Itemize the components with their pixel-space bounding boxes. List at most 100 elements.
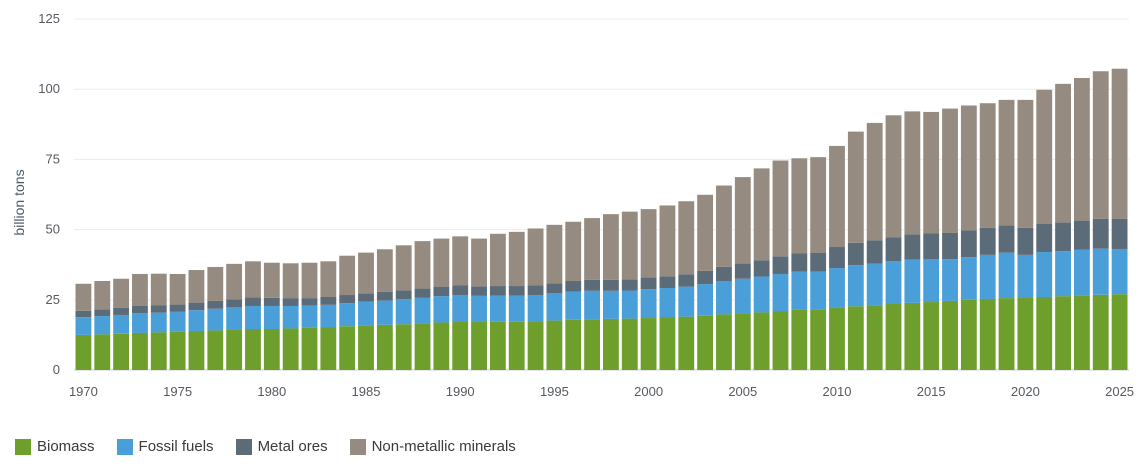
bar-segment-fossil-fuels-1988[interactable] bbox=[414, 297, 431, 324]
bar-segment-non-metallic-minerals-1999[interactable] bbox=[621, 211, 638, 280]
bar-segment-fossil-fuels-2010[interactable] bbox=[829, 268, 845, 308]
bar-segment-non-metallic-minerals-2022[interactable] bbox=[1055, 83, 1071, 223]
bar-segment-biomass-2014[interactable] bbox=[904, 302, 921, 370]
bar-segment-biomass-1990[interactable] bbox=[452, 321, 469, 370]
bar-segment-non-metallic-minerals-2009[interactable] bbox=[810, 157, 827, 253]
bar-segment-biomass-1992[interactable] bbox=[489, 321, 506, 370]
bar-segment-metal-ores-2007[interactable] bbox=[772, 256, 789, 274]
bar-segment-biomass-1976[interactable] bbox=[188, 330, 205, 370]
bar-segment-metal-ores-2008[interactable] bbox=[791, 253, 808, 272]
bar-segment-fossil-fuels-1972[interactable] bbox=[113, 314, 130, 334]
bar-segment-non-metallic-minerals-1975[interactable] bbox=[169, 273, 186, 305]
bar-segment-fossil-fuels-1995[interactable] bbox=[546, 293, 563, 321]
bar-segment-fossil-fuels-2008[interactable] bbox=[791, 271, 808, 310]
legend-item-non-metallic-minerals[interactable]: Non-metallic minerals bbox=[349, 438, 516, 455]
bar-segment-metal-ores-2013[interactable] bbox=[885, 237, 902, 262]
bar-segment-metal-ores-2001[interactable] bbox=[659, 276, 676, 288]
bar-segment-non-metallic-minerals-1978[interactable] bbox=[226, 263, 243, 300]
bar-segment-non-metallic-minerals-1979[interactable] bbox=[245, 261, 261, 298]
bar-segment-fossil-fuels-2022[interactable] bbox=[1055, 251, 1071, 297]
bar-segment-non-metallic-minerals-1977[interactable] bbox=[207, 266, 224, 301]
bar-segment-metal-ores-2015[interactable] bbox=[923, 233, 940, 260]
bar-segment-fossil-fuels-1975[interactable] bbox=[169, 311, 186, 332]
bar-segment-fossil-fuels-1985[interactable] bbox=[358, 301, 374, 326]
bar-segment-biomass-1971[interactable] bbox=[94, 334, 111, 370]
bar-segment-fossil-fuels-2013[interactable] bbox=[885, 261, 902, 305]
bar-segment-fossil-fuels-2011[interactable] bbox=[847, 265, 864, 307]
bar-segment-biomass-1983[interactable] bbox=[320, 327, 337, 370]
bar-segment-metal-ores-1995[interactable] bbox=[546, 283, 563, 294]
bar-segment-metal-ores-1980[interactable] bbox=[263, 297, 280, 306]
bar-segment-fossil-fuels-2001[interactable] bbox=[659, 288, 676, 318]
bar-segment-fossil-fuels-1994[interactable] bbox=[527, 295, 544, 322]
bar-segment-fossil-fuels-2012[interactable] bbox=[866, 263, 883, 306]
bar-segment-fossil-fuels-1971[interactable] bbox=[94, 316, 111, 335]
bar-segment-non-metallic-minerals-1998[interactable] bbox=[603, 214, 619, 280]
bar-segment-non-metallic-minerals-1971[interactable] bbox=[94, 280, 111, 310]
bar-segment-non-metallic-minerals-1985[interactable] bbox=[358, 252, 374, 294]
bar-segment-biomass-1977[interactable] bbox=[207, 330, 224, 370]
bar-segment-non-metallic-minerals-2018[interactable] bbox=[979, 103, 996, 228]
bar-segment-biomass-2008[interactable] bbox=[791, 309, 808, 370]
bar-segment-non-metallic-minerals-1987[interactable] bbox=[395, 245, 412, 291]
bar-segment-metal-ores-1998[interactable] bbox=[603, 279, 619, 291]
bar-segment-fossil-fuels-1987[interactable] bbox=[395, 299, 412, 325]
bar-segment-metal-ores-1996[interactable] bbox=[565, 280, 582, 292]
bar-segment-non-metallic-minerals-1986[interactable] bbox=[376, 249, 393, 292]
bar-segment-non-metallic-minerals-2007[interactable] bbox=[772, 160, 789, 257]
bar-segment-biomass-2022[interactable] bbox=[1055, 296, 1071, 370]
bar-segment-fossil-fuels-2023[interactable] bbox=[1073, 249, 1090, 296]
bar-segment-fossil-fuels-1997[interactable] bbox=[584, 290, 600, 320]
bar-segment-non-metallic-minerals-2004[interactable] bbox=[716, 185, 732, 267]
bar-segment-metal-ores-2010[interactable] bbox=[829, 247, 845, 269]
legend-item-fossil-fuels[interactable]: Fossil fuels bbox=[116, 438, 214, 455]
bar-segment-fossil-fuels-1990[interactable] bbox=[452, 295, 469, 322]
bar-segment-fossil-fuels-2020[interactable] bbox=[1017, 254, 1034, 298]
bar-segment-fossil-fuels-2024[interactable] bbox=[1092, 248, 1109, 295]
bar-segment-biomass-2000[interactable] bbox=[640, 318, 657, 370]
bar-segment-fossil-fuels-1981[interactable] bbox=[282, 305, 299, 329]
bar-segment-biomass-2021[interactable] bbox=[1036, 296, 1053, 370]
bar-segment-non-metallic-minerals-2015[interactable] bbox=[923, 111, 940, 234]
bar-segment-biomass-2016[interactable] bbox=[942, 300, 958, 370]
bar-segment-biomass-1987[interactable] bbox=[395, 324, 412, 370]
bar-segment-non-metallic-minerals-2023[interactable] bbox=[1073, 77, 1090, 221]
bar-segment-metal-ores-1992[interactable] bbox=[489, 286, 506, 296]
bar-segment-metal-ores-2016[interactable] bbox=[942, 232, 958, 260]
bar-segment-biomass-1994[interactable] bbox=[527, 321, 544, 370]
bar-segment-fossil-fuels-1974[interactable] bbox=[150, 312, 167, 333]
bar-segment-biomass-1991[interactable] bbox=[471, 321, 487, 370]
bar-segment-metal-ores-1993[interactable] bbox=[508, 286, 525, 296]
bar-segment-fossil-fuels-1996[interactable] bbox=[565, 291, 582, 320]
bar-segment-biomass-2006[interactable] bbox=[753, 312, 770, 370]
bar-segment-non-metallic-minerals-1991[interactable] bbox=[471, 238, 487, 287]
bar-segment-metal-ores-1978[interactable] bbox=[226, 299, 243, 308]
bar-segment-biomass-1988[interactable] bbox=[414, 323, 431, 370]
bar-segment-biomass-1975[interactable] bbox=[169, 331, 186, 370]
bar-segment-metal-ores-1986[interactable] bbox=[376, 291, 393, 301]
bar-segment-biomass-1978[interactable] bbox=[226, 329, 243, 370]
bar-segment-fossil-fuels-1982[interactable] bbox=[301, 305, 318, 328]
bar-segment-metal-ores-2023[interactable] bbox=[1073, 220, 1090, 250]
bar-segment-metal-ores-1984[interactable] bbox=[339, 295, 356, 304]
legend-item-biomass[interactable]: Biomass bbox=[15, 438, 95, 455]
bar-segment-metal-ores-1970[interactable] bbox=[75, 310, 92, 318]
bar-segment-fossil-fuels-2017[interactable] bbox=[960, 257, 977, 300]
bar-segment-fossil-fuels-1991[interactable] bbox=[471, 295, 487, 322]
bar-segment-metal-ores-2005[interactable] bbox=[734, 263, 751, 279]
bar-segment-non-metallic-minerals-1976[interactable] bbox=[188, 270, 205, 303]
bar-segment-biomass-1995[interactable] bbox=[546, 320, 563, 370]
bar-segment-non-metallic-minerals-2011[interactable] bbox=[847, 131, 864, 243]
bar-segment-non-metallic-minerals-2024[interactable] bbox=[1092, 71, 1109, 219]
bar-segment-non-metallic-minerals-1993[interactable] bbox=[508, 231, 525, 287]
bar-segment-biomass-2023[interactable] bbox=[1073, 295, 1090, 370]
bar-segment-biomass-1980[interactable] bbox=[263, 329, 280, 370]
bar-segment-metal-ores-1997[interactable] bbox=[584, 279, 600, 291]
bar-segment-fossil-fuels-2009[interactable] bbox=[810, 271, 827, 310]
bar-segment-fossil-fuels-2000[interactable] bbox=[640, 289, 657, 319]
bar-segment-biomass-1999[interactable] bbox=[621, 318, 638, 370]
bar-segment-biomass-2001[interactable] bbox=[659, 317, 676, 370]
bar-segment-metal-ores-1999[interactable] bbox=[621, 279, 638, 291]
bar-segment-fossil-fuels-2003[interactable] bbox=[697, 284, 714, 316]
bar-segment-metal-ores-1994[interactable] bbox=[527, 285, 544, 296]
